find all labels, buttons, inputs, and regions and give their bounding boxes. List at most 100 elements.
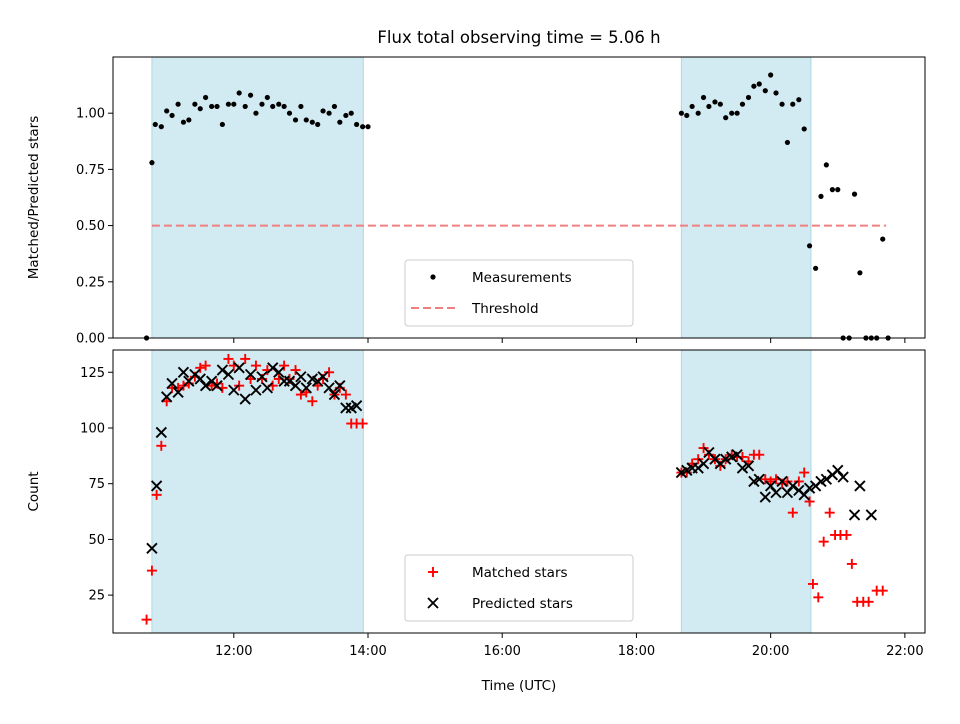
- data-point: [806, 243, 813, 249]
- data-point: [851, 191, 858, 197]
- data-point: [793, 476, 804, 487]
- data-point: [841, 529, 852, 540]
- y-axis-label: Count: [26, 471, 42, 511]
- data-point: [813, 592, 824, 603]
- x-axis-label: Time (UTC): [481, 678, 557, 694]
- x-tick-label: 20:00: [752, 644, 789, 659]
- data-point: [689, 103, 695, 110]
- data-point: [877, 585, 888, 596]
- data-point: [169, 112, 175, 119]
- data-point: [823, 162, 829, 168]
- data-point: [151, 489, 162, 500]
- data-point: [267, 362, 279, 374]
- data-point: [180, 119, 187, 125]
- data-point: [759, 491, 771, 503]
- data-point: [315, 121, 321, 128]
- data-point: [801, 126, 807, 132]
- data-point: [324, 367, 335, 378]
- shaded-period-1: [151, 56, 364, 339]
- data-point: [253, 110, 259, 116]
- data-point: [790, 101, 796, 107]
- data-point: [723, 115, 729, 121]
- data-point: [829, 187, 835, 193]
- legend: Measurements Threshold: [404, 259, 634, 327]
- data-point: [751, 83, 757, 89]
- data-point: [773, 90, 779, 96]
- data-point: [264, 94, 270, 101]
- legend-box: [404, 259, 634, 327]
- data-point: [753, 473, 765, 485]
- data-point: [256, 371, 268, 383]
- data-point: [824, 507, 835, 518]
- data-point: [161, 391, 173, 403]
- legend-label: Matched stars: [472, 565, 568, 581]
- data-point: [236, 90, 242, 96]
- data-point: [158, 124, 164, 130]
- data-point: [770, 486, 782, 499]
- data-point: [270, 103, 276, 110]
- data-point: [172, 386, 184, 399]
- data-point: [734, 110, 740, 116]
- data-point: [796, 97, 802, 103]
- data-point: [259, 101, 265, 107]
- data-point: [863, 596, 874, 607]
- y-axis-label: Matched/Predicted stars: [26, 116, 42, 279]
- top-panel: 0.00 0.25 0.50 0.75 1.00 Matched/Predicted st…: [26, 56, 926, 347]
- data-point: [186, 117, 192, 123]
- data-point: [807, 578, 818, 589]
- data-point: [720, 453, 732, 465]
- data-point: [779, 101, 785, 107]
- data-point: [141, 614, 152, 625]
- y-tick-label: 0.00: [76, 332, 105, 347]
- data-point: [281, 103, 287, 110]
- data-point: [307, 396, 318, 407]
- data-point: [216, 364, 229, 376]
- data-point: [742, 460, 755, 472]
- data-point: [225, 101, 232, 107]
- legend-marker: [430, 274, 436, 280]
- data-point: [214, 103, 220, 110]
- data-point: [203, 94, 209, 101]
- data-point: [760, 474, 771, 485]
- data-point: [166, 377, 178, 390]
- x-tick-label: 12:00: [215, 644, 252, 659]
- data-point: [150, 480, 163, 492]
- data-point: [804, 496, 815, 507]
- data-point: [164, 108, 170, 114]
- data-point: [250, 384, 262, 396]
- data-point: [803, 482, 816, 494]
- data-point: [279, 360, 290, 371]
- data-point: [298, 103, 304, 110]
- data-point: [717, 101, 723, 107]
- data-point: [295, 371, 307, 383]
- data-point: [343, 112, 349, 119]
- data-point: [695, 110, 701, 116]
- data-point: [326, 110, 332, 116]
- data-point: [177, 366, 190, 378]
- data-point: [784, 139, 791, 146]
- data-point: [700, 94, 707, 101]
- data-point: [865, 509, 877, 521]
- data-point: [239, 393, 251, 405]
- data-point: [175, 101, 181, 107]
- data-point: [146, 565, 157, 576]
- y-tick-label: 0.25: [76, 275, 105, 290]
- data-point: [354, 121, 360, 128]
- data-point: [295, 389, 306, 400]
- data-point: [835, 187, 841, 193]
- data-point: [348, 110, 354, 116]
- data-point: [854, 480, 866, 492]
- x-tick-label: 14:00: [349, 644, 386, 659]
- data-point: [286, 110, 293, 116]
- data-point: [756, 81, 762, 87]
- legend-label: Measurements: [472, 270, 572, 286]
- data-point: [357, 418, 368, 429]
- data-point: [820, 473, 833, 485]
- legend-label: Threshold: [471, 301, 539, 317]
- y-tick-label: 125: [80, 366, 105, 381]
- data-point: [736, 462, 749, 474]
- data-point: [223, 353, 234, 364]
- data-point: [880, 236, 886, 242]
- data-point: [156, 440, 167, 451]
- bottom-panel: 25 50 75 100 125 12:00 14:00 16:00 18:00 20:00 22:…: [26, 349, 926, 659]
